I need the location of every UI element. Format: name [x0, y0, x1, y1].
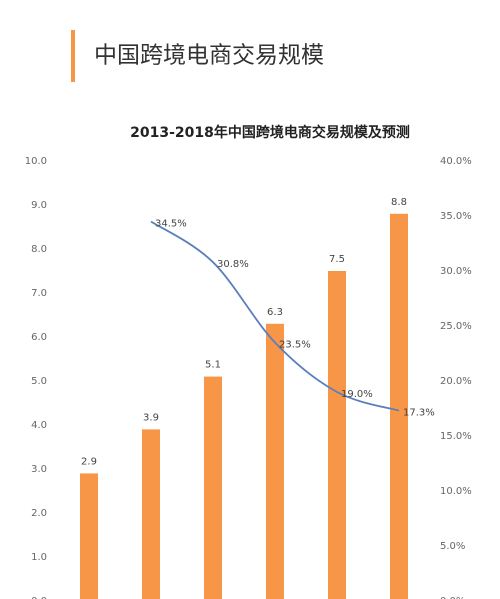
y2-tick-label: 20.0%	[440, 376, 472, 387]
y-tick-label: 3.0	[31, 464, 47, 475]
bar-value-label: 5.1	[205, 360, 221, 371]
y2-tick-label: 30.0%	[440, 266, 472, 277]
y-tick-label: 5.0	[31, 376, 47, 387]
y-tick-label: 8.0	[31, 244, 47, 255]
chart-title: 2013-2018年中国跨境电商交易规模及预测	[130, 124, 410, 141]
y-tick-label: 6.0	[31, 332, 47, 343]
y-tick-label: 9.0	[31, 200, 47, 211]
bar	[390, 213, 408, 599]
y2-tick-label: 25.0%	[440, 321, 472, 332]
y-tick-label: 4.0	[31, 420, 47, 431]
line-value-label: 30.8%	[217, 259, 249, 270]
y-tick-label: 0.0	[31, 596, 47, 599]
line-value-label: 17.3%	[403, 408, 435, 419]
y-tick-label: 10.0	[25, 156, 47, 167]
y2-tick-label: 15.0%	[440, 431, 472, 442]
y2-tick-label: 0.0%	[440, 596, 465, 599]
line-value-label: 19.0%	[341, 389, 373, 400]
y-tick-label: 7.0	[31, 288, 47, 299]
bar-value-label: 7.5	[329, 254, 345, 265]
y2-tick-label: 10.0%	[440, 486, 472, 497]
y-tick-label: 1.0	[31, 552, 47, 563]
bar	[142, 429, 160, 599]
bar-value-label: 3.9	[143, 412, 159, 423]
line-value-label: 23.5%	[279, 340, 311, 351]
bar	[204, 376, 222, 599]
y-tick-label: 2.0	[31, 508, 47, 519]
header-title: 中国跨境电商交易规模	[94, 43, 324, 69]
header-accent	[71, 30, 75, 82]
bar	[80, 473, 98, 599]
line	[150, 220, 400, 412]
bar-value-label: 2.9	[81, 456, 97, 467]
bar-value-label: 6.3	[267, 307, 283, 318]
line-value-label: 34.5%	[155, 219, 187, 230]
y2-tick-label: 35.0%	[440, 211, 472, 222]
bar	[328, 271, 346, 599]
bar-value-label: 8.8	[391, 197, 407, 208]
y2-tick-label: 5.0%	[440, 541, 465, 552]
y2-tick-label: 40.0%	[440, 156, 472, 167]
bar	[266, 323, 284, 599]
